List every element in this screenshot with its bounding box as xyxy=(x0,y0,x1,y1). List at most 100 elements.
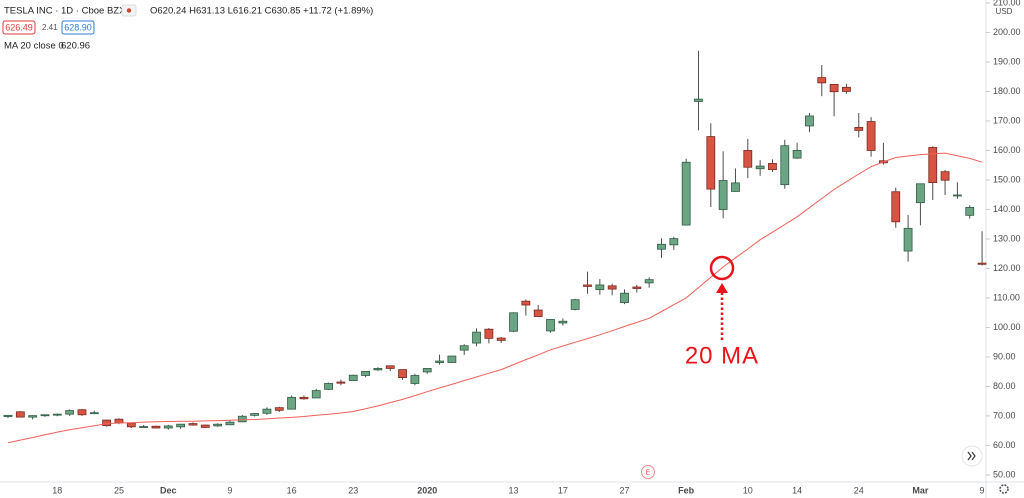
annotation-arrow-head xyxy=(716,283,728,293)
y-tick-label: 60.00 xyxy=(993,440,1016,450)
candle-body xyxy=(669,238,679,246)
earnings-marker[interactable] xyxy=(641,465,655,479)
candle-body xyxy=(77,409,87,416)
candle-body xyxy=(176,423,186,428)
candle-body xyxy=(792,150,802,159)
x-tick-label: 14 xyxy=(792,485,802,495)
candle-body xyxy=(805,115,814,127)
x-tick-label: 9 xyxy=(980,485,985,495)
candle-body xyxy=(842,86,851,92)
candle-body xyxy=(213,423,223,427)
candle-body xyxy=(743,150,753,168)
candle-body xyxy=(977,262,987,265)
candle-body xyxy=(632,286,642,289)
candle-body xyxy=(718,180,728,210)
candle-body xyxy=(916,183,925,204)
candle-body xyxy=(940,171,950,181)
candle-body xyxy=(188,423,198,426)
x-tick-label: 2020 xyxy=(417,485,437,495)
candle-body xyxy=(336,381,346,384)
x-tick-label: 16 xyxy=(287,485,297,495)
candle-body xyxy=(694,98,703,102)
header-icons[interactable] xyxy=(121,4,137,17)
candle-body xyxy=(250,413,260,416)
candle-body xyxy=(817,77,827,84)
x-tick-label: Dec xyxy=(160,485,177,495)
candle-body xyxy=(768,163,777,171)
currency-label: USD xyxy=(996,7,1013,16)
candle-body xyxy=(225,421,235,426)
settings-button[interactable] xyxy=(999,484,1009,494)
candle-body xyxy=(829,83,839,93)
symbol-title: TESLA INC · 1D · Cboe BZX xyxy=(4,6,126,17)
candle-body xyxy=(644,279,654,284)
candle-body xyxy=(410,375,420,384)
candle-body xyxy=(731,182,740,192)
ma-line xyxy=(7,152,983,444)
candle-body xyxy=(620,292,629,304)
candle-body xyxy=(928,147,938,183)
candle-body xyxy=(102,419,112,427)
y-tick-label: 180.00 xyxy=(993,86,1021,96)
y-tick-label: 210.00 xyxy=(993,0,1021,7)
y-tick-label: 140.00 xyxy=(993,204,1021,214)
candle-body xyxy=(324,383,333,390)
candle-body xyxy=(657,243,666,250)
candle-body xyxy=(139,426,149,428)
candle-body xyxy=(854,127,864,131)
candle-body xyxy=(126,422,136,428)
scroll-to-latest-button[interactable] xyxy=(961,445,983,467)
candle-body xyxy=(151,425,161,429)
candle-body xyxy=(866,121,876,151)
candle-body xyxy=(459,345,469,351)
candle-body xyxy=(953,194,962,197)
candle-body xyxy=(435,360,444,363)
y-tick-label: 80.00 xyxy=(993,381,1016,391)
x-tick-label: 17 xyxy=(558,485,568,495)
candle-body xyxy=(163,425,173,429)
x-tick-label: Mar xyxy=(912,485,929,495)
bid-box[interactable] xyxy=(2,20,36,35)
axes: 50.00 60.00 70.00 80.00 90.00 100.00 110.00 120… xyxy=(52,0,1020,495)
y-tick-label: 170.00 xyxy=(993,115,1021,125)
candle-body xyxy=(311,390,321,399)
candle-body xyxy=(891,191,901,223)
y-tick-label: 190.00 xyxy=(993,56,1021,66)
x-tick-label: Feb xyxy=(678,485,695,495)
candle-body xyxy=(274,407,284,411)
candle-body xyxy=(28,415,38,418)
y-tick-label: 50.00 xyxy=(993,469,1016,479)
candle-body xyxy=(965,206,975,216)
candle-body xyxy=(262,408,272,414)
candle-body xyxy=(607,285,617,290)
ask-box[interactable] xyxy=(61,20,95,35)
candle-body xyxy=(447,355,457,363)
candle-body xyxy=(706,136,716,190)
y-tick-label: 100.00 xyxy=(993,322,1021,332)
y-tick-label: 110.00 xyxy=(993,292,1020,302)
x-tick-label: 23 xyxy=(348,485,358,495)
y-tick-label: 70.00 xyxy=(993,410,1016,420)
y-tick-label: 130.00 xyxy=(993,233,1021,243)
candle-body xyxy=(52,413,62,416)
y-tick-label: 150.00 xyxy=(993,174,1021,184)
y-tick-label: 120.00 xyxy=(993,263,1021,273)
spread: 2.41 xyxy=(42,23,58,32)
x-tick-label: 10 xyxy=(743,485,753,495)
candle-body xyxy=(422,368,432,373)
plot-area xyxy=(3,50,987,444)
x-tick-label: 25 xyxy=(114,485,124,495)
ohlc-values: O620.24 H631.13 L616.21 C630.85 +11.72 (… xyxy=(150,6,373,17)
candle-body xyxy=(509,312,518,332)
candle-body xyxy=(89,412,99,415)
ma-legend-name: MA 20 close 0 xyxy=(4,41,64,52)
candle-body xyxy=(200,424,210,428)
bid-price: 626.49 xyxy=(5,22,33,32)
candle-body xyxy=(484,328,494,339)
candle-body xyxy=(348,374,358,381)
annotation-circle xyxy=(709,255,735,281)
y-tick-label: 200.00 xyxy=(993,27,1021,37)
candle-body xyxy=(40,414,50,417)
candle-body xyxy=(398,369,407,378)
